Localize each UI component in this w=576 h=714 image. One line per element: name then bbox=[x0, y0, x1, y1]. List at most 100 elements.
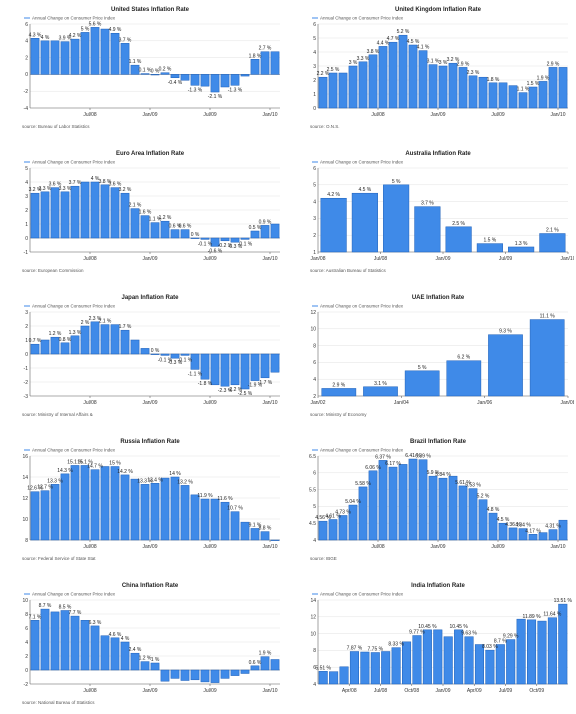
data-label: 1.6 % bbox=[139, 210, 152, 216]
chart-bar bbox=[422, 629, 432, 685]
chart-bar bbox=[260, 353, 270, 379]
chart-bar bbox=[438, 477, 448, 541]
data-label: 1 % bbox=[151, 657, 160, 663]
chart-bar bbox=[220, 74, 230, 88]
chart-bar bbox=[30, 38, 40, 75]
chart-bar bbox=[120, 329, 130, 355]
data-label: 5 % bbox=[392, 179, 401, 185]
data-label: 2.9 % bbox=[547, 61, 560, 67]
chart-bar bbox=[508, 85, 518, 109]
chart-bar bbox=[180, 353, 190, 356]
x-tick-label: Jul/08 bbox=[83, 256, 97, 262]
chart-legend: Annual Change on Consumer Price Index bbox=[320, 448, 404, 453]
chart-bar bbox=[120, 43, 130, 75]
chart-bar bbox=[321, 388, 357, 397]
data-label: 14.3 % bbox=[57, 468, 73, 474]
chart-bar bbox=[200, 74, 210, 87]
x-tick-label: Jul/08 bbox=[83, 112, 97, 118]
chart-bar bbox=[80, 181, 90, 239]
data-label: 3.7 % bbox=[69, 180, 82, 186]
data-label: 15.1 % bbox=[77, 459, 93, 465]
chart-bar bbox=[40, 608, 50, 671]
chart-bar bbox=[80, 465, 90, 541]
chart-bar bbox=[468, 75, 478, 109]
data-label: 7.7 % bbox=[69, 610, 82, 616]
x-tick-label: Jul/09 bbox=[491, 544, 505, 550]
data-label: 2.5 % bbox=[452, 221, 465, 227]
chart-bar bbox=[558, 603, 568, 685]
chart-bar bbox=[508, 527, 518, 541]
chart-bar bbox=[80, 325, 90, 355]
x-tick-label: Jan/08 bbox=[560, 400, 574, 406]
chart-bar bbox=[328, 519, 338, 541]
y-tick-label: 12 bbox=[310, 310, 316, 316]
y-tick-label: 6 bbox=[25, 626, 28, 632]
data-label: 12.7 % bbox=[37, 485, 53, 491]
chart-bar bbox=[180, 485, 190, 541]
chart-bar bbox=[180, 74, 190, 81]
chart-bar bbox=[433, 629, 443, 685]
data-label: -2.1 % bbox=[208, 94, 223, 100]
y-tick-label: 6 bbox=[313, 665, 316, 671]
chart-bar bbox=[140, 215, 150, 239]
chart-bar bbox=[428, 475, 438, 541]
data-label: 15.1 % bbox=[67, 459, 83, 465]
chart-bar bbox=[160, 220, 170, 239]
chart-source: source: National Bureau of Statistics bbox=[22, 700, 95, 705]
chart-bar bbox=[547, 617, 557, 685]
data-label: 2.1 % bbox=[546, 228, 559, 234]
chart-title: United Kingdom Inflation Rate bbox=[395, 7, 482, 13]
x-tick-label: Jan/10 bbox=[550, 112, 565, 118]
data-label: 1.7 % bbox=[119, 324, 132, 330]
data-label: 8.7 % bbox=[39, 603, 52, 609]
chart-bar bbox=[160, 353, 170, 356]
data-label: 4.31 % bbox=[545, 524, 561, 530]
chart-bar bbox=[100, 324, 110, 355]
chart-bar bbox=[320, 197, 347, 253]
chart-bar bbox=[220, 353, 230, 387]
y-tick-label: 10 bbox=[22, 598, 28, 604]
chart-bar bbox=[270, 539, 280, 541]
chart-bar bbox=[190, 669, 200, 681]
data-label: 2.9 % bbox=[332, 382, 345, 388]
chart-panel: Brazil Inflation Rate Annual Change on Co… bbox=[302, 436, 574, 570]
chart-bar bbox=[458, 485, 468, 541]
x-tick-label: Jan/09 bbox=[142, 688, 157, 694]
chart-source: source: European Commission bbox=[22, 268, 84, 273]
data-label: 3.8 % bbox=[99, 179, 112, 185]
data-label: 4.2 % bbox=[327, 192, 340, 198]
chart-bar bbox=[190, 237, 200, 239]
y-tick-label: -1 bbox=[24, 250, 29, 256]
chart-bar bbox=[70, 465, 80, 541]
chart-bar bbox=[398, 34, 408, 109]
chart-title: Australia Inflation Rate bbox=[405, 151, 471, 157]
y-tick-label: 8 bbox=[25, 538, 28, 544]
chart-source: source: IBGE bbox=[310, 556, 337, 561]
chart-bar bbox=[40, 339, 50, 355]
y-tick-label: 5 bbox=[25, 166, 28, 172]
chart-bar bbox=[378, 46, 388, 109]
x-tick-label: Jul/08 bbox=[371, 112, 385, 118]
x-tick-label: Jan/09 bbox=[435, 256, 450, 262]
chart-bar bbox=[358, 61, 368, 109]
x-tick-label: Jan/04 bbox=[394, 400, 409, 406]
chart-bar bbox=[339, 666, 349, 685]
chart-bar bbox=[474, 644, 484, 685]
data-label: 12.6 % bbox=[27, 486, 43, 492]
chart-bar bbox=[464, 636, 474, 685]
chart-source: source: Australian Bureau of Statistics bbox=[310, 268, 387, 273]
chart-bar bbox=[210, 353, 220, 386]
data-label: 0.6 % bbox=[249, 660, 262, 666]
data-label: 4 % bbox=[41, 35, 50, 41]
y-tick-label: 4 bbox=[25, 180, 28, 186]
chart-bar bbox=[518, 528, 528, 541]
data-label: 0.2 % bbox=[159, 67, 172, 73]
chart-bar bbox=[548, 67, 558, 109]
y-tick-label: 0 bbox=[25, 236, 28, 242]
data-label: 10.7 % bbox=[227, 506, 243, 512]
chart-bar bbox=[210, 74, 220, 93]
chart-bar bbox=[388, 41, 398, 109]
chart-bar bbox=[408, 458, 418, 541]
chart-bar bbox=[50, 336, 60, 355]
chart-svg: United Kingdom Inflation Rate Annual Chan… bbox=[310, 7, 568, 129]
